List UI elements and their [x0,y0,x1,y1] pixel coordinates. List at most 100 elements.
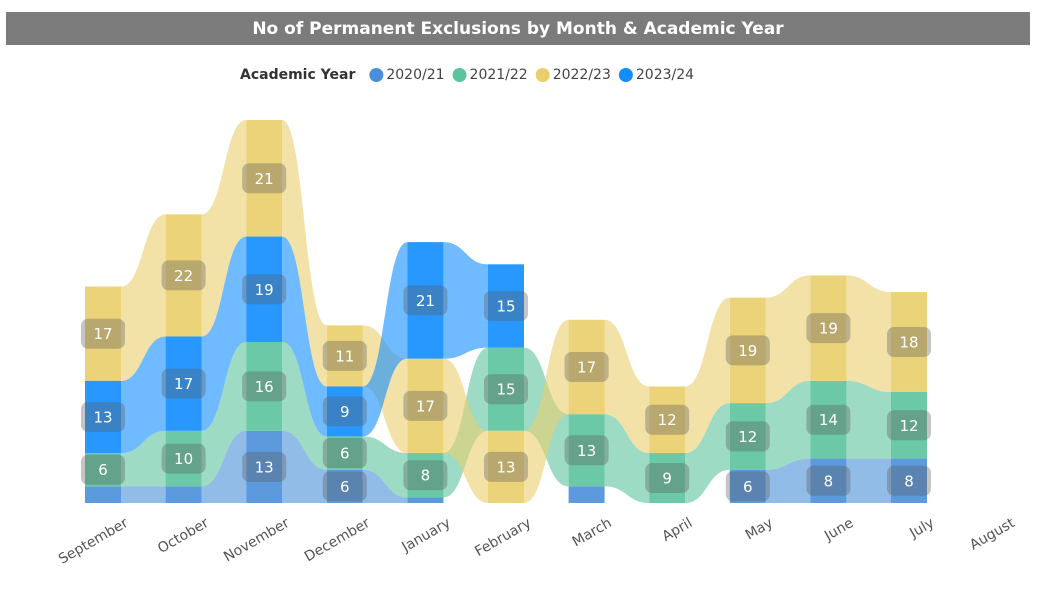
columns [85,120,927,503]
segment [407,242,444,359]
ribbon [362,469,408,503]
ribbon [201,236,247,431]
segment [649,386,686,454]
segment [810,275,847,381]
data-label: 9 [340,403,350,421]
segment [810,458,847,503]
data-label: 8 [421,467,431,485]
segment [568,414,605,487]
data-label: 6 [340,445,350,463]
data-label: 9 [662,470,672,488]
segment [326,325,363,387]
ribbon [282,342,327,470]
ribbon [282,430,327,503]
x-tick-label: May [743,515,776,543]
data-label: 13 [577,442,596,460]
label-box [322,471,367,502]
ribbon [121,214,166,381]
segment [85,453,121,487]
segment [729,403,766,470]
label-box [81,401,125,432]
ribbon [443,358,488,503]
label-box [806,313,851,344]
label-box [645,463,690,494]
ribbon [765,380,811,470]
title-bar [6,12,1030,45]
segment [246,342,283,431]
x-tick-label: June [821,515,856,545]
label-box [242,274,287,305]
label-box [887,410,931,441]
data-label: 19 [255,281,274,299]
data-label: 19 [738,342,757,360]
x-tick-label: April [659,515,695,545]
x-tick-label: October [155,515,212,557]
ribbon [604,319,650,454]
ribbon [201,430,247,503]
data-label: 13 [93,408,112,426]
segment [326,469,363,503]
label-box [403,390,448,421]
ribbon [201,120,247,337]
legend-marker [535,68,550,82]
ribbon [121,430,166,487]
x-tick-label: September [56,515,131,568]
x-tick-label: August [967,515,1018,554]
ribbons [121,120,891,503]
data-label: 8 [904,472,914,490]
segment [407,453,444,498]
x-tick-label: March [570,515,615,550]
segment [488,347,524,431]
segment [326,386,363,437]
data-label: 16 [255,378,274,396]
label-box [887,465,931,496]
label-box [81,454,125,485]
segment [165,336,202,431]
label-box [645,404,690,435]
legend: Academic Year 2020/21 2021/22 2022/23 2023/2… [240,67,694,83]
data-label: 18 [899,334,918,352]
ribbon [846,380,891,459]
data-label: 17 [577,359,596,377]
legend-marker [618,68,633,82]
data-label: 17 [174,375,193,393]
data-label: 21 [255,170,274,188]
label-box [484,451,528,482]
ribbon [362,242,408,437]
ribbon [685,297,730,454]
ribbon [282,236,327,437]
ribbon [685,403,730,503]
ribbon [443,242,488,359]
segment [407,497,444,503]
ribbon [201,342,247,487]
data-label: 11 [335,347,354,365]
legend-label: 2023/24 [636,67,694,83]
data-label: 12 [899,417,918,435]
data-label: 6 [98,461,108,479]
legend-marker [452,68,467,82]
label-box [484,290,528,321]
label-box [806,404,851,435]
segment [85,486,121,503]
segment [488,264,524,348]
legend-label: 2022/23 [553,67,611,83]
data-label: 17 [93,325,112,343]
label-box [242,163,287,194]
data-label: 10 [174,450,193,468]
segment [729,469,766,503]
segment [729,297,766,404]
segment [810,380,847,459]
label-box [725,335,770,366]
segment [85,380,121,454]
data-label: 12 [658,411,677,429]
label-box [806,465,851,496]
segment [165,486,202,503]
legend-label: 2020/21 [386,67,444,83]
segment [246,120,283,237]
label-box [322,396,367,427]
ribbon [362,436,408,498]
data-label: 14 [819,411,838,429]
ribbon [765,275,811,404]
legend-title: Academic Year [240,67,355,83]
